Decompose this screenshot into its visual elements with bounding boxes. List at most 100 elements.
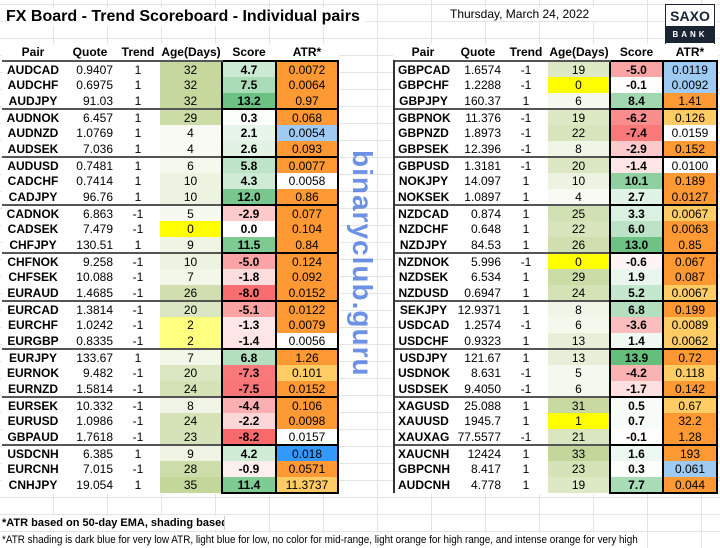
atr-cell: 0.189 bbox=[663, 173, 718, 189]
age-cell: 19 bbox=[548, 108, 610, 125]
trend-cell: 1 bbox=[504, 204, 548, 221]
atr-cell: 0.72 bbox=[663, 348, 718, 365]
pair-cell: GBPNZD bbox=[393, 125, 452, 141]
table-row: GBPNZD 1.8973 -1 22 -7.4 0.0159 bbox=[393, 125, 718, 141]
pair-cell: EURAUD bbox=[7, 285, 59, 300]
atr-cell: 0.093 bbox=[276, 141, 339, 157]
age-cell: 29 bbox=[548, 269, 610, 285]
header-row: Pair Quote Trend Age(Days) Score ATR* bbox=[394, 44, 717, 61]
column-header-pair[interactable]: Pair bbox=[21, 45, 45, 59]
table-row: EURNZD 1.5814 -1 24 -7.5 0.0152 bbox=[2, 381, 339, 397]
score-cell: 1.4 bbox=[609, 333, 664, 349]
age-cell: 0 bbox=[548, 77, 610, 93]
trend-cell: 1 bbox=[504, 348, 548, 365]
quote-cell: 1.6574 bbox=[452, 60, 504, 77]
quote-cell: 8.417 bbox=[470, 462, 501, 476]
column-header-quote[interactable]: Quote bbox=[72, 45, 108, 59]
age-cell: 19 bbox=[548, 477, 610, 493]
score-cell: -0.9 bbox=[221, 461, 277, 477]
trend-cell: 1 bbox=[522, 270, 530, 284]
quote-cell: 10.332 bbox=[64, 396, 116, 413]
age-cell: 1 bbox=[548, 413, 610, 429]
quote-cell: 8.631 bbox=[470, 366, 501, 380]
quote-cell: 6.385 bbox=[64, 444, 116, 461]
table-row: XAUXAG 77.5577 -1 21 -0.1 1.28 bbox=[393, 429, 718, 445]
table-row: AUDCNH 4.778 1 19 7.7 0.044 bbox=[393, 477, 718, 494]
pair-cell: AUDCHF bbox=[7, 78, 59, 92]
column-header-age[interactable]: Age(Days) bbox=[161, 45, 221, 59]
age-cell: 13 bbox=[548, 333, 610, 349]
pair-cell: EURNOK bbox=[6, 366, 59, 380]
pair-cell: NZDCAD bbox=[393, 204, 452, 221]
quote-cell: 0.648 bbox=[470, 222, 501, 236]
table-row: EURJPY 133.67 1 7 6.8 1.26 bbox=[2, 348, 339, 365]
atr-cell: 0.061 bbox=[663, 461, 718, 477]
score-cell: 5.2 bbox=[609, 285, 664, 301]
atr-cell: 1.26 bbox=[276, 348, 339, 365]
pair-cell: AUDCNH bbox=[393, 477, 452, 493]
age-cell: 33 bbox=[548, 444, 610, 461]
trend-cell: 1 bbox=[134, 237, 142, 252]
table-row: EURCHF 1.0242 -1 2 -1.3 0.0079 bbox=[2, 317, 339, 333]
trend-cell: 1 bbox=[116, 60, 160, 77]
table-row: CADSEK 7.479 -1 0 0.0 0.104 bbox=[2, 221, 339, 237]
atr-cell: 0.0079 bbox=[276, 317, 339, 333]
score-cell: 2.6 bbox=[221, 141, 277, 157]
pair-cell: GBPCAD bbox=[393, 60, 452, 77]
atr-cell: 0.86 bbox=[276, 189, 339, 205]
saxo-bank-logo: SAXO BANK bbox=[665, 4, 715, 46]
column-header-atr[interactable]: ATR* bbox=[292, 45, 322, 59]
pair-cell: SEKJPY bbox=[393, 300, 452, 317]
table-row: GBPCNH 8.417 1 23 0.3 0.061 bbox=[393, 461, 718, 477]
column-header-quote[interactable]: Quote bbox=[460, 45, 496, 59]
table-row: AUDUSD 0.7481 1 6 5.8 0.0077 bbox=[2, 156, 339, 173]
quote-cell: 7.479 bbox=[82, 222, 113, 236]
table-row: NZDUSD 0.6947 1 24 5.2 0.0067 bbox=[393, 285, 718, 301]
trend-cell: 1 bbox=[116, 108, 160, 125]
quote-cell: 14.097 bbox=[464, 174, 501, 188]
trend-cell: 1 bbox=[134, 141, 142, 156]
column-header-score[interactable]: Score bbox=[619, 45, 654, 59]
column-header-atr[interactable]: ATR* bbox=[675, 45, 705, 59]
table-row: XAUCNH 12424 1 33 1.6 193 bbox=[393, 444, 718, 461]
score-cell: -0.1 bbox=[609, 429, 664, 445]
trend-cell: -1 bbox=[132, 333, 144, 348]
trend-cell: 1 bbox=[522, 462, 530, 476]
table-row: NZDSEK 6.534 1 29 1.9 0.087 bbox=[393, 269, 718, 285]
score-cell: 3.3 bbox=[609, 204, 664, 221]
pair-cell: NZDNOK bbox=[393, 252, 452, 269]
score-cell: 2.1 bbox=[221, 125, 277, 141]
score-cell: -6.2 bbox=[609, 108, 664, 125]
atr-cell: 0.0119 bbox=[663, 60, 718, 77]
age-cell: 0 bbox=[160, 221, 222, 237]
table-row: GBPUSD 1.3181 -1 20 -1.4 0.0100 bbox=[393, 156, 718, 173]
atr-cell: 0.0058 bbox=[276, 173, 339, 189]
trend-cell: -1 bbox=[520, 366, 532, 380]
quote-cell: 91.03 bbox=[82, 93, 113, 108]
pair-cell: CADNOK bbox=[2, 204, 64, 221]
trend-cell: -1 bbox=[520, 318, 532, 332]
score-cell: 6.0 bbox=[609, 221, 664, 237]
table-row: EURSEK 10.332 -1 8 -4.4 0.106 bbox=[2, 396, 339, 413]
column-header-pair[interactable]: Pair bbox=[411, 45, 435, 59]
age-cell: 4 bbox=[160, 125, 222, 141]
score-cell: 11.5 bbox=[221, 237, 277, 253]
trend-cell: 1 bbox=[522, 222, 530, 236]
trend-cell: -1 bbox=[116, 204, 160, 221]
atr-cell: 0.85 bbox=[663, 237, 718, 253]
score-cell: 0.0 bbox=[221, 221, 277, 237]
column-header-trend[interactable]: Trend bbox=[509, 45, 543, 59]
quote-cell: 9.482 bbox=[82, 366, 113, 380]
atr-cell: 0.0063 bbox=[663, 221, 718, 237]
age-cell: 23 bbox=[160, 429, 222, 445]
table-row: XAUUSD 1945.7 1 1 0.7 32.2 bbox=[393, 413, 718, 429]
trend-cell: -1 bbox=[504, 252, 548, 269]
column-header-score[interactable]: Score bbox=[232, 45, 266, 59]
trend-cell: 1 bbox=[504, 444, 548, 461]
quote-cell: 1.8973 bbox=[464, 126, 501, 140]
atr-cell: 11.3737 bbox=[276, 477, 339, 494]
column-header-trend[interactable]: Trend bbox=[121, 45, 155, 59]
column-header-age[interactable]: Age(Days) bbox=[549, 45, 609, 59]
age-cell: 10 bbox=[160, 252, 222, 269]
score-cell: -1.8 bbox=[221, 269, 277, 285]
